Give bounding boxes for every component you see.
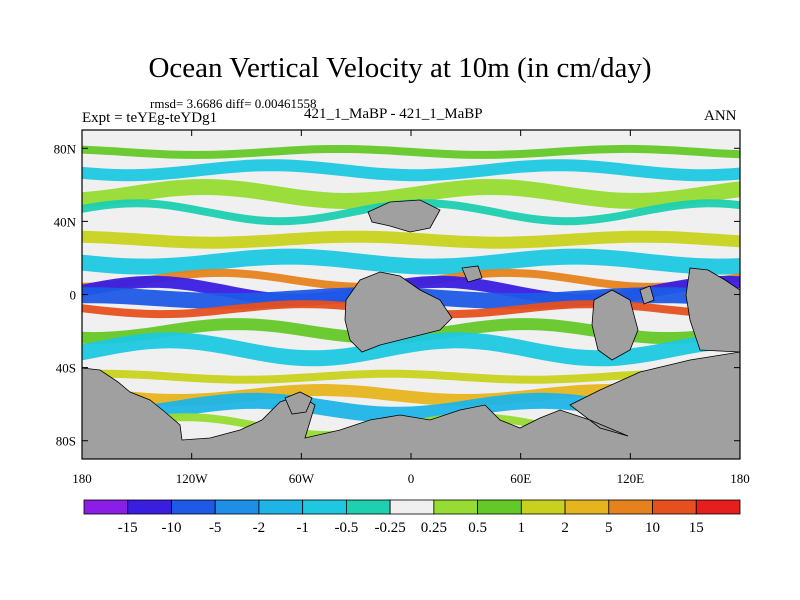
x-axis: 180 120W 60W 0 60E 120E 180 xyxy=(72,130,750,486)
x-tick-label: 120W xyxy=(176,471,209,486)
x-tick-label: 60E xyxy=(510,471,531,486)
experiment-label: Expt = teYEg-teYDg1 xyxy=(82,110,218,126)
velocity-band xyxy=(82,230,740,249)
x-tick-label: 180 xyxy=(72,471,92,486)
y-tick-label: 40N xyxy=(54,214,77,229)
y-axis: 80N 40N 0 40S 80S xyxy=(54,141,740,449)
colorbar-label: -5 xyxy=(209,520,222,536)
colorbar-label: -10 xyxy=(162,520,182,536)
y-tick-label: 40S xyxy=(56,361,76,376)
land-antarctica xyxy=(82,351,740,459)
velocity-band xyxy=(82,392,740,423)
colorbar-swatch xyxy=(652,499,697,515)
colorbar-label: 0.25 xyxy=(421,520,447,536)
colorbar-swatch xyxy=(389,499,435,515)
velocity-band xyxy=(82,179,740,209)
colorbar-label: 10 xyxy=(645,520,660,536)
land-island-1 xyxy=(461,265,483,283)
colorbar xyxy=(83,499,741,515)
velocity-band xyxy=(82,248,740,275)
colorbar-swatch xyxy=(83,499,129,515)
colorbar-label: 2 xyxy=(561,520,569,536)
colorbar-label: 5 xyxy=(605,520,613,536)
land-continent-center xyxy=(344,271,453,353)
velocity-field xyxy=(82,144,740,440)
colorbar-swatch xyxy=(520,499,566,515)
colorbar-swatch xyxy=(477,499,522,515)
colorbar-swatch xyxy=(695,499,741,515)
colorbar-swatch xyxy=(564,499,610,515)
colorbar-swatch xyxy=(345,499,391,515)
rmsd-diff-stats: rmsd= 3.6686 diff= 0.00461558 xyxy=(150,96,317,111)
land-north-block xyxy=(367,199,441,233)
season-label: ANN xyxy=(704,108,737,124)
x-tick-label: 180 xyxy=(730,471,750,486)
colorbar-label: -15 xyxy=(118,520,138,536)
colorbar-swatch xyxy=(171,499,216,515)
colorbar-label: 15 xyxy=(689,520,704,536)
y-tick-label: 0 xyxy=(70,288,77,303)
colorbar-label: -1 xyxy=(296,520,309,536)
colorbar-label: -0.25 xyxy=(374,520,405,536)
colorbar-swatch xyxy=(608,499,653,515)
land-peninsula xyxy=(284,391,313,415)
colorbar-swatch xyxy=(127,499,172,515)
colorbar-label: -0.5 xyxy=(335,520,359,536)
x-tick-label: 60W xyxy=(289,471,315,486)
y-tick-label: 80S xyxy=(56,434,76,449)
colorbar-swatch xyxy=(214,499,260,515)
chart-title: Ocean Vertical Velocity at 10m (in cm/da… xyxy=(148,52,652,84)
colorbar-swatch xyxy=(433,499,478,515)
colorbar-labels: -15 -10 -5 -2 -1 -0.5 -0.25 0.25 0.5 1 2 5 10 15 xyxy=(118,520,704,536)
colorbar-label: 1 xyxy=(518,520,526,536)
x-tick-label: 0 xyxy=(408,471,415,486)
colorbar-swatch xyxy=(258,499,304,515)
velocity-band xyxy=(82,332,740,367)
y-tick-label: 80N xyxy=(54,141,77,156)
velocity-band xyxy=(82,369,740,384)
land-island-2 xyxy=(639,285,655,305)
case-names-label: 421_1_MaBP - 421_1_MaBP xyxy=(304,106,483,122)
land-mask xyxy=(82,199,740,459)
land-east-block xyxy=(591,289,639,361)
velocity-band xyxy=(82,159,740,182)
colorbar-label: 0.5 xyxy=(468,520,487,536)
velocity-band xyxy=(82,199,740,226)
colorbar-swatch xyxy=(302,499,347,515)
land-far-east xyxy=(685,267,740,353)
velocity-band xyxy=(82,144,740,159)
x-tick-label: 120E xyxy=(617,471,645,486)
colorbar-label: -2 xyxy=(253,520,266,536)
